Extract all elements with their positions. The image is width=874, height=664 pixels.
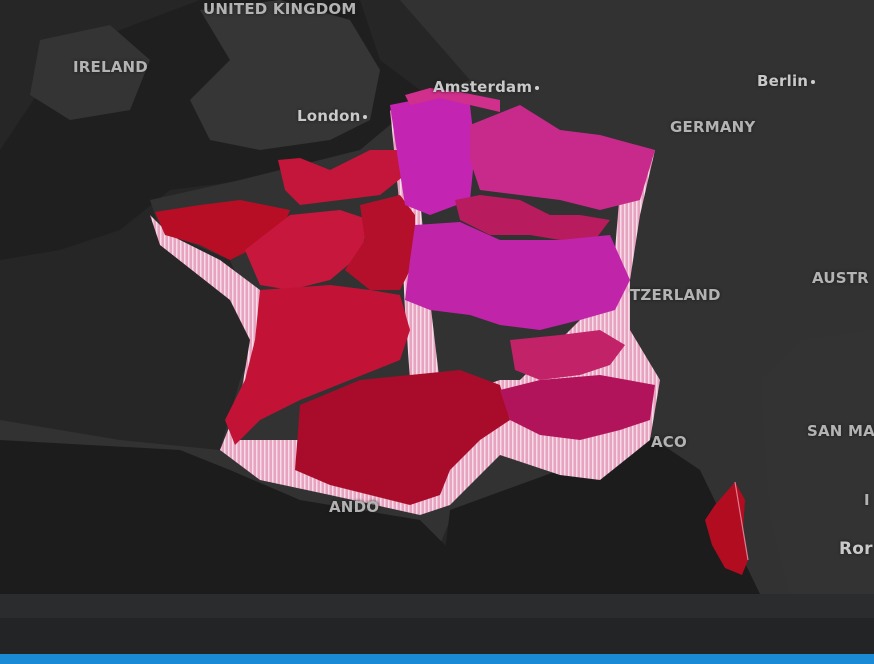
region-centre[interactable]	[345, 195, 415, 290]
label-london: London	[297, 107, 368, 125]
region-pays-de-la-loire[interactable]	[245, 210, 370, 290]
accent-bar	[0, 654, 874, 664]
france-choropleth[interactable]	[150, 88, 749, 575]
atlantic-sea	[0, 440, 460, 594]
mediterranean-sea	[440, 430, 760, 594]
label-germany: GERMANY	[670, 118, 756, 136]
region-north-strip[interactable]	[405, 88, 500, 112]
region-paca[interactable]	[500, 375, 655, 440]
region-hauts-de-france[interactable]	[390, 95, 475, 215]
region-ile-de-france[interactable]	[455, 195, 610, 240]
britain-land	[190, 0, 380, 150]
label-amsterdam: Amsterdam	[433, 78, 540, 96]
region-normandy[interactable]	[278, 150, 405, 205]
italy-land	[760, 330, 874, 594]
label-monaco: ACO	[651, 433, 687, 451]
bottom-panel	[0, 618, 874, 654]
label-austria: AUSTR	[812, 269, 869, 287]
label-ireland: IRELAND	[73, 58, 148, 76]
map-canvas[interactable]: UNITED KINGDOM IRELAND London Amsterdam …	[0, 0, 874, 594]
label-san-marino: SAN MA	[807, 422, 874, 440]
region-auvergne-rhone-alpes[interactable]	[510, 330, 625, 380]
label-andorra: ANDO	[329, 498, 380, 516]
region-corsica[interactable]	[705, 482, 748, 575]
region-grand-est[interactable]	[470, 105, 655, 210]
region-occitanie[interactable]	[295, 370, 510, 505]
label-berlin: Berlin	[757, 72, 816, 90]
ireland-land	[30, 25, 150, 120]
label-rome: Ror	[839, 539, 873, 559]
region-nouvelle-aquitaine[interactable]	[225, 285, 410, 445]
basemap-svg	[0, 0, 874, 594]
label-italy: I	[864, 491, 870, 509]
map-footer-strip	[0, 594, 874, 618]
label-uk: UNITED KINGDOM	[203, 0, 357, 18]
region-bourgogne[interactable]	[405, 222, 630, 330]
label-switzerland: TZERLAND	[630, 286, 721, 304]
